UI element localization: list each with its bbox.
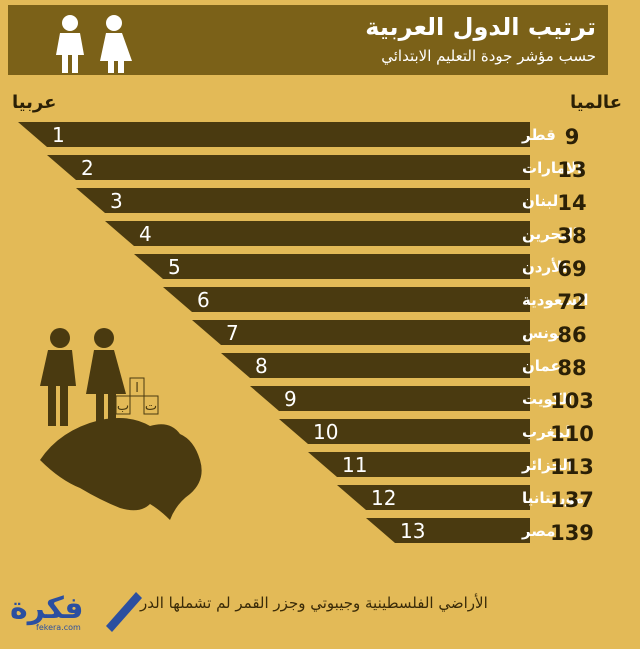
bar-row: 1 قطر 9 [18, 122, 579, 149]
arab-rank-value: 3 [110, 189, 123, 213]
country-label: عمان [522, 357, 561, 375]
world-rank-value: 13 [557, 158, 586, 182]
arab-rank-value: 10 [313, 420, 338, 444]
arab-rank-value: 7 [226, 321, 239, 345]
arab-rank-value: 6 [197, 288, 210, 312]
rank-bar [250, 386, 530, 411]
footer-note: الأراضي الفلسطينية وجيبوتي وجزر القمر لم… [140, 594, 488, 612]
rank-bar [337, 485, 530, 510]
arab-rank-label: عربيا [12, 92, 57, 113]
country-label: تونس [522, 324, 564, 342]
bar-row: 3 لبنان 14 [76, 188, 587, 215]
arab-rank-value: 13 [400, 519, 425, 543]
arab-rank-value: 8 [255, 354, 268, 378]
rank-bar [18, 122, 530, 147]
rank-bar [192, 320, 530, 345]
arab-rank-value: 2 [81, 156, 94, 180]
map-letter: ا [135, 381, 139, 396]
country-label: لبنان [522, 192, 558, 210]
world-rank-value: 69 [557, 257, 586, 281]
rank-bar [279, 419, 530, 444]
rank-bar [134, 254, 530, 279]
world-rank-value: 38 [557, 224, 586, 248]
map-letter: ب [117, 399, 129, 414]
country-label: البحرين [522, 225, 578, 243]
chart-title: ترتيب الدول العربية [365, 13, 596, 41]
country-label: الكويت [522, 390, 572, 408]
country-label: الجزائر [521, 456, 573, 474]
country-label: المغرب [522, 423, 576, 441]
rank-bar [47, 155, 530, 180]
rank-bar [163, 287, 530, 312]
rank-bar [308, 452, 530, 477]
world-rank-label: عالميا [570, 92, 622, 113]
pen-icon [106, 592, 142, 632]
world-rank-value: 113 [550, 455, 594, 479]
country-label: موريتانيا [522, 489, 584, 507]
arab-rank-value: 1 [52, 123, 65, 147]
country-label: مصر [521, 522, 555, 540]
world-rank-value: 9 [565, 125, 580, 149]
world-rank-value: 110 [550, 422, 594, 446]
world-rank-value: 137 [550, 488, 594, 512]
country-label: قطر [521, 126, 556, 144]
header-band: ترتيب الدول العربية حسب مؤشر جودة التعلي… [8, 5, 608, 75]
site-logo: فكرة fekera.com [6, 586, 146, 636]
world-rank-value: 88 [557, 356, 586, 380]
rank-bar [105, 221, 530, 246]
arab-rank-value: 12 [371, 486, 396, 510]
country-label: السعودية [522, 291, 588, 309]
country-label: الإمارات [522, 159, 582, 177]
world-rank-value: 72 [557, 290, 586, 314]
logo-text: فكرة [10, 591, 83, 626]
arab-map-illustration: ا ب ت [40, 328, 202, 520]
arab-rank-value: 9 [284, 387, 297, 411]
country-label: الأردن [522, 258, 567, 276]
world-rank-value: 139 [550, 521, 594, 545]
arab-rank-value: 4 [139, 222, 152, 246]
rank-bar [76, 188, 530, 213]
world-rank-value: 103 [550, 389, 594, 413]
arab-rank-value: 11 [342, 453, 367, 477]
logo-url: fekera.com [36, 623, 81, 632]
map-letter: ت [145, 399, 157, 414]
rank-bar [366, 518, 530, 543]
world-rank-value: 86 [557, 323, 586, 347]
arab-rank-value: 5 [168, 255, 181, 279]
people-icon [56, 15, 132, 73]
rank-bar [221, 353, 530, 378]
child-head-icon [50, 328, 70, 348]
chart-subtitle: حسب مؤشر جودة التعليم الابتدائي [381, 47, 596, 65]
world-rank-value: 14 [557, 191, 586, 215]
